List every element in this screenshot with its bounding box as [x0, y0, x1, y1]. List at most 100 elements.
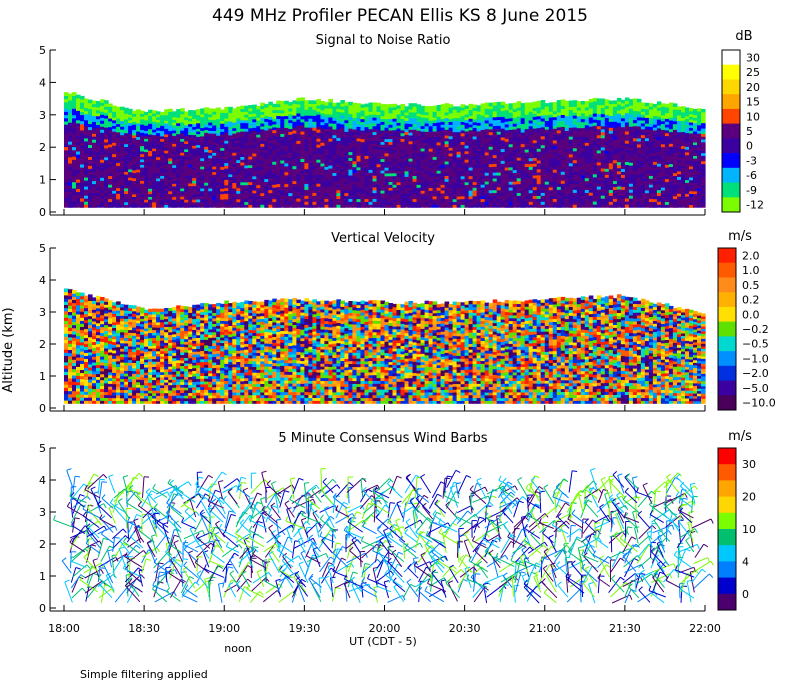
data-cell — [140, 145, 145, 149]
data-cell — [164, 171, 169, 176]
data-cell — [204, 182, 209, 186]
data-cell — [208, 113, 213, 118]
data-cell — [364, 187, 370, 191]
data-cell — [232, 168, 237, 172]
data-cell — [244, 198, 249, 203]
data-cell — [308, 118, 313, 122]
data-cell — [164, 177, 169, 181]
data-cell — [460, 118, 466, 122]
data-cell — [152, 153, 157, 157]
data-cell — [364, 115, 370, 119]
data-cell — [204, 107, 209, 111]
data-cell — [616, 164, 622, 169]
data-cell — [156, 113, 161, 118]
data-cell — [384, 144, 390, 148]
data-cell — [156, 177, 161, 182]
data-cell — [364, 198, 370, 202]
data-cell — [188, 118, 193, 122]
data-cell — [280, 157, 285, 161]
data-cell — [448, 130, 454, 134]
data-cell — [348, 195, 353, 199]
data-cell — [440, 141, 446, 145]
data-cell — [488, 131, 494, 136]
data-cell — [372, 114, 378, 118]
data-cell — [260, 183, 265, 188]
data-cell — [292, 141, 297, 146]
data-cell — [140, 156, 145, 160]
data-cell — [424, 134, 430, 138]
data-cell — [148, 193, 153, 197]
data-cell — [88, 135, 93, 139]
data-cell — [160, 204, 165, 208]
data-cell — [272, 118, 277, 122]
data-cell — [340, 183, 345, 187]
data-cell — [92, 183, 97, 188]
data-cell — [164, 180, 169, 184]
data-cell — [424, 167, 430, 172]
data-cell — [528, 169, 534, 173]
data-cell — [504, 121, 510, 125]
data-cell — [164, 182, 169, 186]
data-cell — [248, 116, 253, 120]
data-cell — [488, 149, 494, 153]
data-cell — [200, 168, 205, 172]
data-cell — [616, 182, 622, 187]
data-cell — [232, 185, 237, 189]
data-cell — [488, 123, 494, 127]
data-cell — [108, 155, 113, 159]
data-cell — [260, 108, 265, 112]
data-cell — [76, 160, 81, 164]
data-cell — [116, 129, 121, 133]
data-cell — [200, 124, 205, 129]
data-cell — [176, 144, 181, 148]
data-cell — [152, 131, 157, 136]
data-cell — [348, 177, 353, 182]
data-cell — [428, 139, 434, 144]
data-cell — [496, 172, 502, 176]
data-cell — [508, 169, 514, 174]
data-cell — [228, 109, 233, 114]
data-cell — [148, 144, 153, 149]
data-cell — [604, 99, 610, 103]
data-cell — [236, 204, 241, 208]
data-cell — [368, 181, 374, 185]
data-cell — [128, 168, 133, 173]
data-cell — [452, 162, 458, 166]
data-cell — [288, 102, 293, 106]
data-cell — [312, 138, 317, 143]
data-cell — [312, 150, 317, 155]
data-cell — [524, 149, 530, 153]
data-cell — [76, 122, 81, 127]
data-cell — [336, 137, 341, 141]
data-cell — [444, 192, 450, 197]
data-cell — [324, 169, 329, 173]
data-cell — [472, 164, 478, 168]
data-cell — [144, 122, 149, 126]
data-cell — [172, 119, 177, 123]
data-cell — [108, 178, 113, 182]
data-cell — [328, 122, 333, 127]
data-cell — [532, 177, 538, 182]
data-cell — [480, 178, 486, 182]
data-cell — [512, 172, 518, 176]
data-cell — [148, 131, 153, 135]
data-cell — [76, 125, 81, 130]
data-cell — [352, 134, 357, 139]
data-cell — [500, 204, 506, 208]
data-cell — [164, 190, 169, 195]
data-cell — [564, 204, 570, 208]
data-cell — [432, 187, 438, 191]
data-cell — [464, 130, 470, 135]
data-cell — [324, 134, 329, 138]
data-cell — [116, 151, 121, 155]
data-cell — [144, 178, 149, 182]
data-cell — [492, 204, 498, 208]
data-cell — [420, 173, 426, 177]
data-cell — [180, 113, 185, 117]
data-cell — [444, 103, 450, 107]
data-cell — [88, 123, 93, 128]
data-cell — [304, 153, 309, 158]
data-cell — [328, 204, 333, 208]
data-cell — [444, 158, 450, 162]
data-cell — [580, 186, 586, 190]
